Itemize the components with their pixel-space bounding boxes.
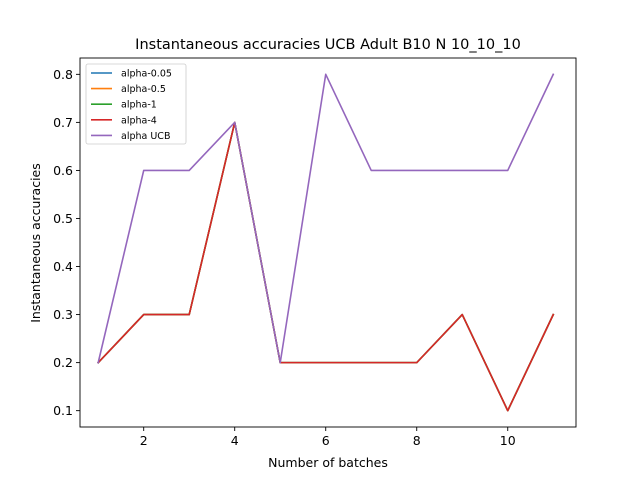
legend-label: alpha UCB	[121, 131, 170, 142]
x-axis-ticks: 2 4 6 8 10	[140, 427, 516, 448]
legend-label: alpha-0.05	[121, 69, 172, 80]
series-line-alpha-ucb	[97, 73, 555, 364]
y-axis-ticks: 0.1 0.2 0.3 0.4 0.5 0.6 0.7 0.8	[53, 67, 80, 418]
legend: alpha-0.05 alpha-0.5 alpha-1 alpha-4 alpha U…	[85, 63, 187, 145]
legend-label: alpha-1	[121, 100, 157, 111]
x-tick-label: 4	[231, 433, 239, 448]
y-tick-label: 0.2	[53, 355, 73, 370]
x-tick-label: 2	[140, 433, 148, 448]
chart-title: Instantaneous accuracies UCB Adult B10 N…	[135, 37, 521, 53]
legend-label: alpha-0.5	[121, 84, 166, 95]
x-tick-label: 6	[322, 433, 330, 448]
y-tick-label: 0.8	[53, 67, 73, 82]
legend-box	[85, 63, 187, 145]
y-axis-label: Instantaneous accuracies	[28, 163, 43, 323]
series-line-alpha-4	[97, 121, 555, 412]
y-tick-label: 0.1	[53, 403, 73, 418]
series-lines	[97, 73, 555, 412]
y-tick-label: 0.6	[53, 163, 73, 178]
legend-entries: alpha-0.05 alpha-0.5 alpha-1 alpha-4 alpha U…	[91, 69, 172, 142]
y-tick-label: 0.7	[53, 115, 73, 130]
legend-label: alpha-4	[121, 115, 157, 126]
x-tick-label: 8	[413, 433, 421, 448]
x-axis-label: Number of batches	[268, 455, 388, 470]
y-tick-label: 0.3	[53, 307, 73, 322]
y-tick-label: 0.4	[53, 259, 73, 274]
y-tick-label: 0.5	[53, 211, 73, 226]
x-tick-label: 10	[500, 433, 516, 448]
plot-area-frame	[79, 57, 577, 428]
